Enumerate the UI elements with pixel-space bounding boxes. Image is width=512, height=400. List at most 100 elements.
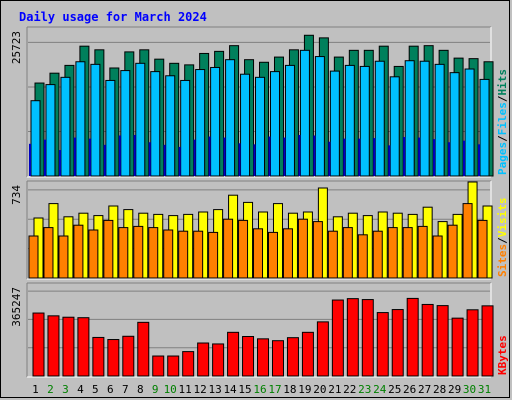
legend-part: Pages bbox=[496, 142, 509, 175]
bar-sites-25 bbox=[387, 227, 398, 279]
bar-sites-8 bbox=[133, 225, 144, 279]
legend-part: Hits bbox=[496, 69, 509, 96]
day-label-8: 8 bbox=[137, 383, 144, 396]
panel-kbytes: 365247 KBytes bbox=[10, 282, 509, 378]
bar-files-19 bbox=[299, 49, 310, 177]
bar-pages-18 bbox=[283, 137, 286, 176]
day-label-19: 19 bbox=[298, 383, 311, 396]
day-label-22: 22 bbox=[343, 383, 356, 396]
bar-files-31 bbox=[479, 78, 490, 177]
bar-pages-5 bbox=[88, 138, 91, 176]
bar-pages-1 bbox=[29, 143, 31, 176]
bar-kbytes-13 bbox=[212, 343, 225, 377]
bar-pages-31 bbox=[478, 144, 481, 176]
day-label-11: 11 bbox=[179, 383, 192, 396]
day-label-15: 15 bbox=[238, 383, 251, 396]
day-label-23: 23 bbox=[358, 383, 371, 396]
bar-sites-12 bbox=[193, 230, 204, 279]
bar-kbytes-1 bbox=[32, 312, 45, 377]
bar-sites-22 bbox=[342, 227, 353, 279]
bar-sites-20 bbox=[312, 221, 323, 279]
bar-files-28 bbox=[434, 63, 445, 177]
y-max-label-visits-sites: 734 bbox=[10, 185, 23, 205]
day-label-13: 13 bbox=[208, 383, 221, 396]
bar-pages-28 bbox=[433, 139, 436, 176]
day-label-28: 28 bbox=[433, 383, 446, 396]
bar-pages-17 bbox=[268, 136, 271, 176]
bar-files-6 bbox=[105, 79, 116, 177]
bar-files-17 bbox=[269, 71, 280, 177]
bar-sites-24 bbox=[372, 230, 383, 279]
bar-pages-7 bbox=[118, 135, 121, 176]
series-files bbox=[30, 49, 490, 177]
bar-kbytes-20 bbox=[316, 321, 329, 377]
y-max-label-hits-files-pages: 25723 bbox=[10, 31, 23, 64]
bar-sites-29 bbox=[447, 224, 458, 279]
legend-part: Visits bbox=[496, 198, 509, 238]
bar-files-20 bbox=[314, 56, 325, 177]
bar-files-30 bbox=[464, 68, 475, 177]
bar-kbytes-11 bbox=[182, 351, 195, 377]
bar-pages-8 bbox=[133, 134, 136, 176]
bar-pages-14 bbox=[223, 137, 226, 176]
day-label-21: 21 bbox=[328, 383, 341, 396]
bar-files-1 bbox=[30, 100, 41, 177]
legend-part: / bbox=[496, 237, 509, 244]
series-pages bbox=[29, 134, 481, 176]
bar-files-5 bbox=[90, 63, 101, 177]
legend-part: Files bbox=[496, 102, 509, 135]
bar-sites-6 bbox=[103, 219, 114, 279]
bar-files-26 bbox=[404, 60, 415, 177]
bar-kbytes-19 bbox=[301, 331, 314, 377]
bar-sites-26 bbox=[402, 227, 413, 279]
legend-part: Sites bbox=[496, 244, 509, 277]
bar-sites-5 bbox=[88, 229, 99, 279]
day-label-5: 5 bbox=[92, 383, 99, 396]
bar-files-8 bbox=[135, 62, 146, 177]
bar-files-9 bbox=[150, 71, 161, 177]
bar-pages-30 bbox=[463, 140, 466, 176]
bar-sites-18 bbox=[282, 228, 293, 279]
bar-files-18 bbox=[284, 64, 295, 177]
bar-sites-21 bbox=[327, 230, 338, 279]
bar-sites-9 bbox=[148, 227, 159, 279]
bar-kbytes-16 bbox=[257, 338, 270, 377]
bar-files-25 bbox=[389, 76, 400, 177]
bar-kbytes-23 bbox=[361, 299, 374, 377]
bar-sites-1 bbox=[28, 235, 39, 279]
bar-kbytes-29 bbox=[451, 317, 464, 377]
legend-top: Pages/Files/Hits bbox=[496, 69, 509, 175]
day-label-1: 1 bbox=[32, 383, 39, 396]
bar-sites-23 bbox=[357, 234, 368, 279]
bar-kbytes-15 bbox=[242, 336, 255, 377]
bar-files-24 bbox=[374, 60, 385, 177]
bar-pages-24 bbox=[373, 138, 376, 176]
bar-sites-27 bbox=[417, 225, 428, 279]
bar-sites-10 bbox=[163, 229, 174, 279]
day-label-12: 12 bbox=[194, 383, 207, 396]
bar-kbytes-3 bbox=[62, 316, 75, 377]
day-label-4: 4 bbox=[77, 383, 84, 396]
day-label-9: 9 bbox=[152, 383, 159, 396]
bar-pages-10 bbox=[163, 144, 166, 176]
bar-files-12 bbox=[195, 69, 206, 177]
bar-kbytes-30 bbox=[466, 309, 479, 377]
bar-kbytes-26 bbox=[406, 297, 419, 377]
day-label-31: 31 bbox=[478, 383, 491, 396]
day-label-26: 26 bbox=[403, 383, 416, 396]
bar-sites-16 bbox=[253, 228, 264, 279]
bar-files-27 bbox=[419, 60, 430, 177]
bar-kbytes-25 bbox=[391, 309, 404, 377]
bar-files-4 bbox=[75, 61, 86, 177]
bar-pages-26 bbox=[403, 137, 406, 176]
day-label-17: 17 bbox=[268, 383, 281, 396]
bar-kbytes-2 bbox=[47, 315, 60, 377]
bar-files-11 bbox=[180, 79, 191, 177]
bar-files-29 bbox=[449, 72, 460, 177]
bar-kbytes-22 bbox=[346, 298, 359, 377]
bar-sites-28 bbox=[432, 235, 443, 279]
bar-pages-12 bbox=[193, 139, 196, 176]
bar-sites-15 bbox=[238, 219, 249, 279]
